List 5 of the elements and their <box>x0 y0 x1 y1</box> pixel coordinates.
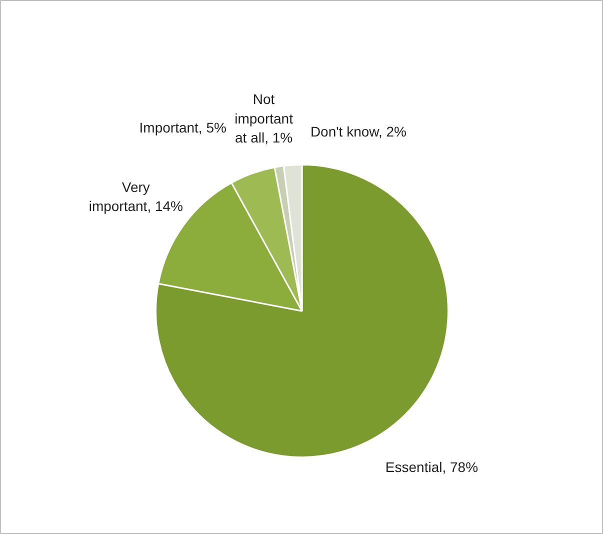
slice-label: Very important, 14% <box>88 178 184 214</box>
slice-label: Not important at all, 1% <box>234 91 294 146</box>
slice-label: Don't know, 2% <box>310 123 407 140</box>
slice-label: Important, 5% <box>139 120 226 136</box>
slice-label: Essential, 78% <box>385 459 478 476</box>
